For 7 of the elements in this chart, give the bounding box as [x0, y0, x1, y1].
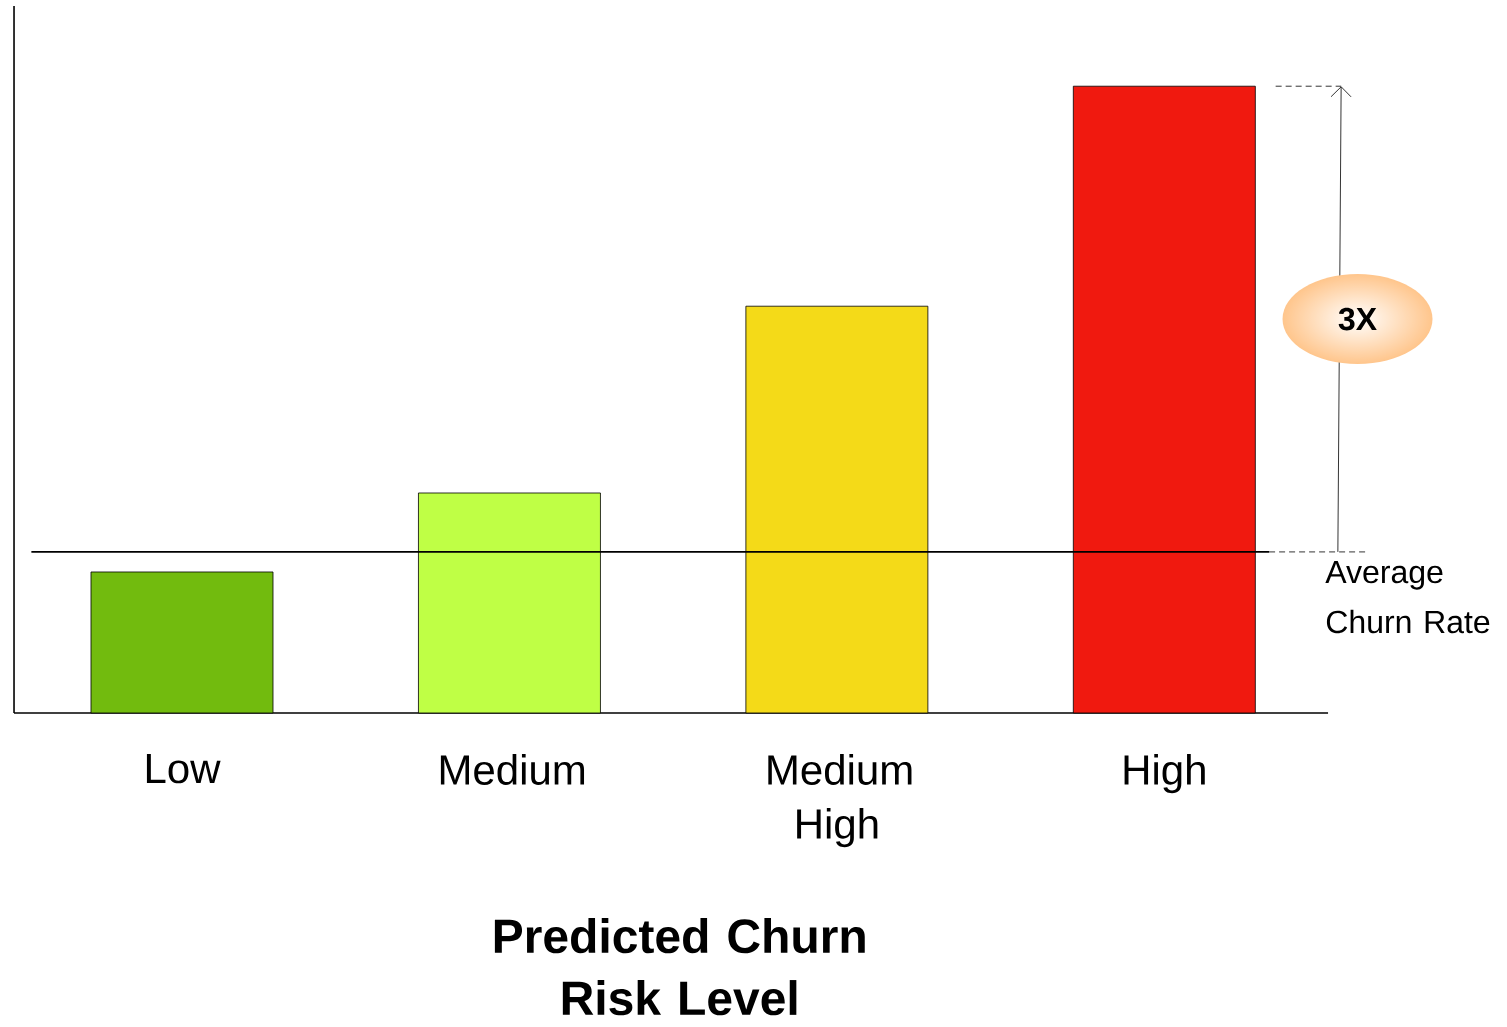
x-tick-label: Medium — [440, 754, 585, 785]
text: 3X — [1338, 307, 1377, 331]
legend-label: Average Churn Rate — [1325, 560, 1490, 634]
x-tick-label: High — [1124, 754, 1205, 794]
x-tick-label: Medium High — [768, 754, 912, 848]
x-tick-label: Low — [146, 754, 221, 784]
x-axis-title: Predicted Churn Risk Level — [494, 918, 865, 1016]
